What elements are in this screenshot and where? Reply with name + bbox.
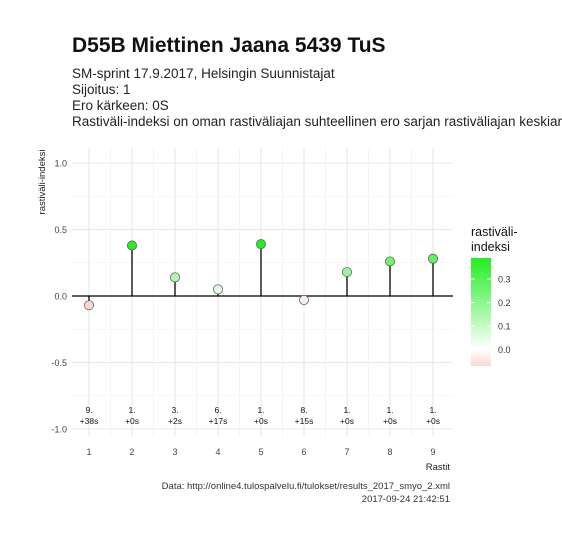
legend-tick-label: 0.1 [498,322,511,332]
rank-label: 1. [429,405,436,415]
rank-label: 1. [386,405,393,415]
subtitle-line-2: Sijoitus: 1 [72,82,131,97]
time-diff-label: +0s [254,416,268,426]
x-tick-label: 1 [86,447,91,457]
time-diff-label: +2s [168,416,182,426]
rank-label: 6. [214,405,221,415]
chart-title: D55B Miettinen Jaana 5439 TuS [72,34,386,57]
legend-tick-label: 0.0 [498,345,511,355]
x-tick-label: 9 [430,447,435,457]
time-diff-label: +15s [295,416,314,426]
y-tick-label: 0.0 [54,292,67,302]
time-diff-label: +0s [340,416,354,426]
data-point [385,256,395,267]
legend-title-line-2: indeksi [471,240,510,254]
legend-tick-label: 0.3 [498,275,511,285]
rank-label: 3. [171,405,178,415]
y-tick-label: 0.5 [54,225,67,235]
legend-colorbar [471,258,491,366]
x-tick-label: 8 [387,447,392,457]
rank-label: 9. [85,405,92,415]
time-diff-label: +0s [426,416,440,426]
rank-label: 1. [128,405,135,415]
rank-label: 8. [300,405,307,415]
legend-tick-label: 0.2 [498,298,511,308]
time-diff-label: +17s [209,416,228,426]
data-point [342,267,352,278]
data-point [170,272,180,283]
y-tick-label: -0.5 [51,358,67,368]
legend-title-line-1: rastiväli- [471,225,518,239]
data-point [213,284,223,295]
y-tick-label: -1.0 [51,425,67,435]
rank-label: 1. [343,405,350,415]
time-diff-label: +0s [383,416,397,426]
data-point [299,295,309,305]
y-tick-label: 1.0 [54,159,67,169]
data-point [256,239,266,250]
subtitle-line-3: Ero kärkeen: 0S [72,98,169,113]
x-tick-label: 5 [258,447,263,457]
caption-source: Data: http://online4.tulospalvelu.fi/tul… [161,481,450,492]
rank-label: 1. [257,405,264,415]
x-tick-label: 2 [129,447,134,457]
subtitle-line-4: Rastiväli-indeksi on oman rastiväliajan … [72,114,562,129]
x-tick-label: 4 [215,447,220,457]
time-diff-label: +38s [80,416,99,426]
x-axis-title: Rastit [426,462,451,473]
data-point [428,253,438,264]
x-tick-label: 7 [344,447,349,457]
subtitle-line-1: SM-sprint 17.9.2017, Helsingin Suunnista… [72,66,335,81]
y-axis-title: rastiväli-indeksi [37,150,48,215]
x-tick-label: 3 [172,447,177,457]
data-point [127,240,137,251]
caption-timestamp: 2017-09-24 21:42:51 [361,494,450,505]
data-point [84,300,94,311]
time-diff-label: +0s [125,416,139,426]
x-tick-label: 6 [301,447,306,457]
